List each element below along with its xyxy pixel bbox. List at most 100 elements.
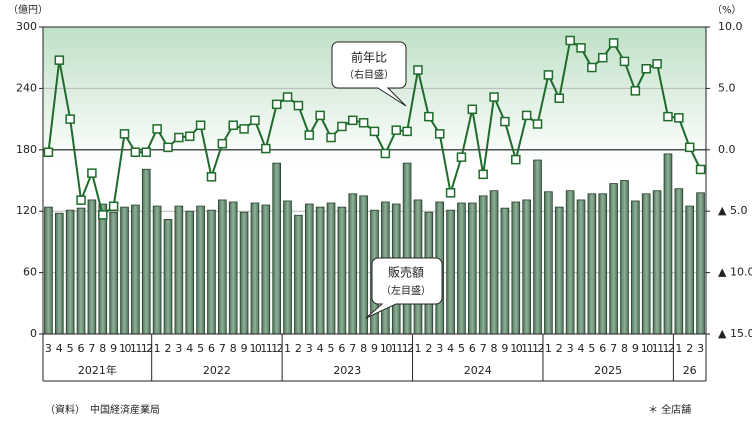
marker [576,43,586,53]
y-tick-label: 0 [30,327,37,340]
marker [684,142,695,153]
bar [533,159,542,335]
bar [511,201,521,335]
x-tick-label: 1 [154,342,161,355]
marker [293,100,304,111]
bar-callout: 販売額 （左目盛） [365,257,443,319]
bar [228,201,238,335]
bar [554,206,564,335]
marker [467,104,478,115]
x-tick-label: 12 [141,342,152,355]
marker [152,124,162,134]
bar [239,211,249,335]
marker [565,35,575,46]
bar [283,200,292,335]
callout-title: 前年比 [351,50,387,65]
line-callout: 前年比 （右目盛） [331,41,407,107]
marker [489,92,499,102]
bar [207,209,216,335]
bar [576,199,586,335]
x-tick-label: 11 [260,342,271,355]
x-group-label: 26 [683,364,697,377]
marker [87,168,97,178]
marker [445,188,456,198]
bar [109,211,118,335]
footnote: ＊ 全店舗 [648,403,691,416]
marker [282,92,293,102]
marker [511,154,521,165]
callout-note: （右目盛） [344,68,394,81]
bar [163,218,173,335]
bar [174,205,184,335]
marker [141,147,152,158]
bar [587,193,597,335]
x-tick-label: 11 [391,342,402,355]
marker [65,114,75,124]
x-tick-label: 6 [78,342,85,355]
x-tick-label: 5 [328,342,335,355]
x-tick-label: 9 [371,342,378,355]
bar [272,162,281,335]
marker [76,195,86,205]
bar [44,206,53,335]
x-tick-label: 8 [230,342,237,355]
marker [43,147,54,158]
marks: 0 60 120 180 240 300 ▲ 15.0 ▲ 10.0 ▲ 5.0 0.0 5.0 10… [16,20,752,382]
x-tick-label: 10 [380,342,392,355]
marker [326,132,336,143]
marker [695,164,706,175]
marker [391,125,401,135]
x-tick-label: 9 [632,342,639,355]
x-tick-label: 3 [306,342,313,355]
marker [261,143,271,154]
bar [457,202,466,335]
bar [565,190,575,335]
x-tick-label: 6 [208,342,215,355]
bar [478,195,488,335]
bar [500,207,510,335]
x-tick-label: 6 [599,342,606,355]
x-group-label: 2022 [203,364,231,377]
y-tick-label: 60 [23,266,37,279]
marker [630,86,641,96]
bar [446,209,455,335]
x-tick-label: 12 [532,342,543,355]
bar [54,212,64,335]
x-tick-label: 3 [45,342,52,355]
marker [641,64,651,74]
y2-tick-label: ▲ 15.0 [718,327,752,340]
x-tick-label: 11 [521,342,532,355]
marker [500,116,510,127]
x-tick-label: 4 [578,342,585,355]
x-tick-label: 5 [588,342,595,355]
x-tick-label: 4 [186,342,193,355]
x-group-label: 2021年 [78,363,117,377]
marker [315,110,325,121]
bar [304,203,314,335]
x-tick-label: 2 [556,342,563,355]
x-tick-label: 1 [414,342,421,355]
x-group-label: 2025 [594,364,622,377]
y2-tick-label: 0.0 [718,143,736,156]
marker [587,62,597,73]
bar [218,199,227,335]
x-tick-label: 5 [67,342,74,355]
marker [348,115,358,126]
x-group-label: 2024 [464,364,492,377]
bar [196,205,205,335]
marker [663,111,673,122]
x-tick-label: 11 [130,342,141,355]
marker [108,201,119,212]
marker [532,119,543,129]
x-tick-label: 8 [99,342,106,355]
marker [402,126,412,137]
callout-note: （左目盛） [381,284,431,297]
plot-frame [42,26,707,335]
x-tick-label: 12 [662,342,673,355]
bar [359,195,368,335]
x-tick-label: 8 [491,342,498,355]
bar [87,199,97,335]
marker [250,115,260,126]
x-tick-label: 9 [501,342,508,355]
